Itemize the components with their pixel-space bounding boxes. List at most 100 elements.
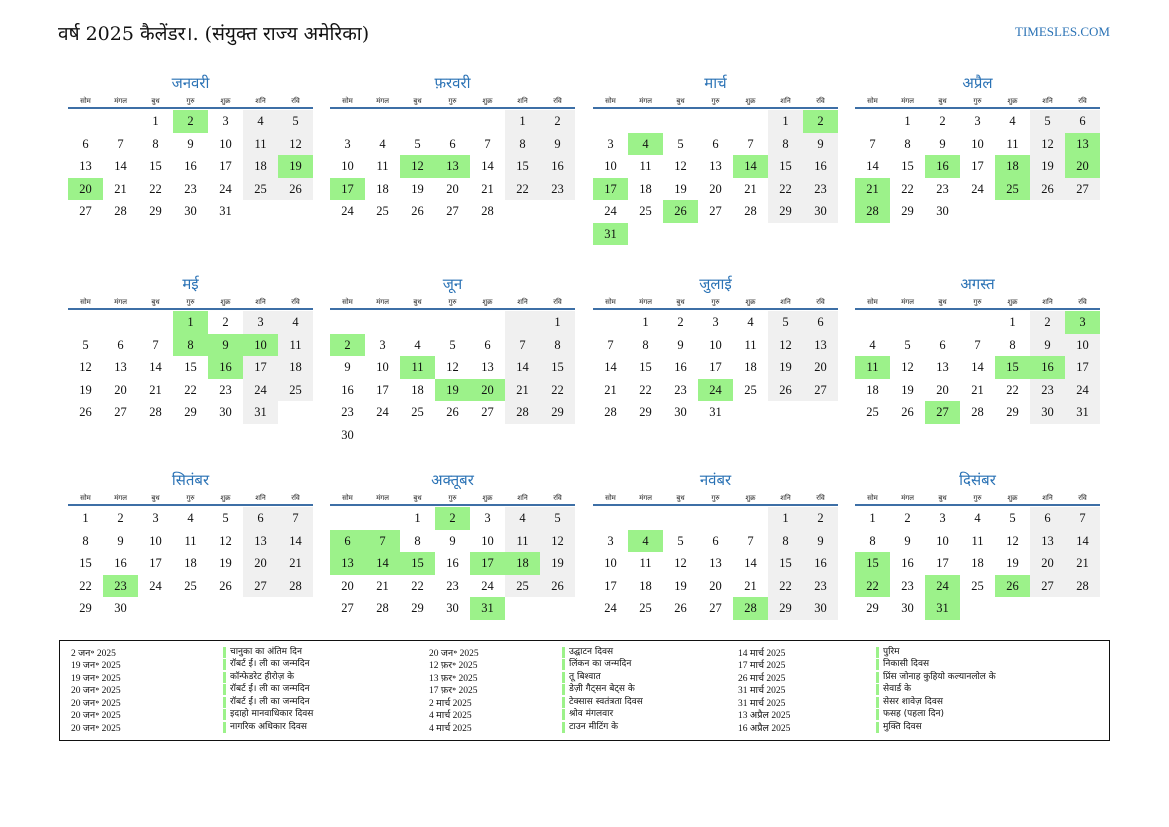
day-cell: 26 bbox=[446, 405, 459, 419]
day-cell: 12 bbox=[901, 360, 914, 374]
month-block: सितंबर सोम मंगल बुध गुरु शुक्र शनि रवि 1 2 3 4 5 6 7 8 9… bbox=[68, 469, 313, 620]
day-cell: 5 bbox=[768, 311, 803, 334]
holiday-name: रॉबर्ट ई। ली का जन्मदिन bbox=[223, 684, 310, 696]
weekday-header: सोम मंगल बुध गुरु शुक्र शनि रवि bbox=[593, 492, 838, 506]
weekday-label: मंगल bbox=[901, 97, 914, 105]
empty-day-cell bbox=[470, 311, 505, 334]
day-cell: 13 bbox=[936, 360, 949, 374]
month-name: जनवरी bbox=[171, 74, 210, 92]
weekday-label: गुरु bbox=[973, 97, 982, 105]
holiday-day-cell: 17 bbox=[330, 177, 365, 200]
holiday-date-column: 14 मार्च 2025 17 मार्च 2025 26 मार्च 2025 3… bbox=[738, 646, 790, 734]
weekday-label: शुक्र bbox=[745, 298, 756, 306]
holiday-name: डेज़ी गैट्सन बेट्स के bbox=[562, 684, 635, 696]
day-cell: 13 bbox=[803, 333, 838, 356]
holiday-list: 2 जन॰ 2025 19 जन॰ 2025 19 जन॰ 2025 20 जन॰ 2… bbox=[59, 640, 1110, 741]
holiday-date: 31 मार्च 2025 bbox=[738, 698, 786, 709]
month-block: अगस्त सोम मंगल बुध गुरु शुक्र शनि रवि 1 2 3 4 5 6 7 8 9 1… bbox=[855, 273, 1100, 424]
day-grid: 1 2 3 4 5 6 7 8 9 10 11 12 13 14 15 16 17 18 19 20 21 22 23 24 2… bbox=[855, 110, 1100, 223]
day-cell: 10 bbox=[481, 533, 494, 548]
day-cell: 7 bbox=[747, 533, 754, 548]
weekday-label: सोम bbox=[342, 298, 353, 306]
empty-day-cell bbox=[855, 110, 890, 133]
day-cell: 30 bbox=[341, 427, 354, 442]
day-cell: 4 bbox=[414, 337, 421, 352]
day-cell: 29 bbox=[411, 601, 424, 615]
day-cell: 31 bbox=[219, 204, 232, 218]
holiday-day-cell: 20 bbox=[68, 177, 103, 200]
empty-day-cell bbox=[470, 110, 505, 133]
holiday-day-cell: 20 bbox=[470, 378, 505, 401]
day-cell: 25 bbox=[184, 578, 197, 593]
day-cell: 21 bbox=[1065, 552, 1100, 575]
day-cell: 1 bbox=[414, 511, 421, 525]
day-cell: 25 bbox=[411, 405, 424, 419]
holiday-date: 16 अप्रैल 2025 bbox=[738, 723, 791, 734]
day-cell: 22 bbox=[149, 181, 162, 196]
day-cell: 22 bbox=[1006, 382, 1019, 397]
day-cell: 30 bbox=[901, 601, 914, 615]
day-cell: 4 bbox=[747, 315, 754, 329]
day-cell: 23 bbox=[446, 578, 459, 593]
day-cell: 14 bbox=[278, 529, 313, 552]
day-cell: 17 bbox=[243, 356, 278, 379]
weekday-label: बुध bbox=[151, 494, 160, 502]
day-cell: 22 bbox=[79, 578, 92, 593]
day-cell: 10 bbox=[936, 533, 949, 548]
day-cell: 14 bbox=[1065, 529, 1100, 552]
day-cell: 6 bbox=[449, 136, 456, 151]
empty-day-cell bbox=[435, 311, 470, 334]
day-cell: 15 bbox=[184, 360, 197, 374]
holiday-date-column: 20 जन॰ 2025 12 फ़र॰ 2025 13 फ़र॰ 2025 17 फ़… bbox=[429, 646, 479, 734]
day-cell: 8 bbox=[540, 333, 575, 356]
day-cell: 13 bbox=[1030, 529, 1065, 552]
weekday-label: बुध bbox=[938, 494, 947, 502]
day-cell: 28 bbox=[1065, 574, 1100, 597]
empty-day-cell bbox=[505, 311, 540, 334]
day-cell: 12 bbox=[79, 360, 92, 374]
day-cell: 21 bbox=[971, 382, 984, 397]
day-cell: 4 bbox=[243, 110, 278, 133]
day-grid: 1 2 3 4 5 6 7 8 9 10 11 12 13 14 15 16 17 18 19 20 21 22 23 24 2… bbox=[593, 311, 838, 424]
weekday-header: सोम मंगल बुध गुरु शुक्र शनि रवि bbox=[330, 95, 575, 109]
weekday-label: रवि bbox=[553, 494, 562, 502]
day-cell: 8 bbox=[82, 533, 89, 548]
day-cell: 17 bbox=[376, 382, 389, 397]
holiday-date: 12 फ़र॰ 2025 bbox=[429, 661, 478, 672]
day-cell: 27 bbox=[481, 405, 494, 419]
day-cell: 7 bbox=[278, 507, 313, 530]
day-cell: 3 bbox=[222, 114, 229, 128]
weekday-label: शनि bbox=[255, 97, 266, 105]
day-cell: 15 bbox=[768, 552, 803, 575]
day-grid: 1 2 3 4 5 6 7 8 9 10 11 12 13 14 15 16 17 18 19 20 21 22 23 24 2… bbox=[68, 507, 313, 620]
day-cell: 2 bbox=[939, 114, 946, 128]
holiday-day-cell: 6 bbox=[330, 529, 365, 552]
day-cell: 27 bbox=[446, 204, 459, 218]
holiday-name: रॉबर्ट ई। ली का जन्मदिन bbox=[223, 659, 310, 671]
empty-day-cell bbox=[400, 311, 435, 334]
holiday-day-cell: 2 bbox=[330, 333, 365, 356]
day-cell: 16 bbox=[341, 382, 354, 397]
day-cell: 29 bbox=[768, 597, 803, 620]
day-cell: 30 bbox=[936, 204, 949, 218]
day-cell: 24 bbox=[341, 204, 354, 218]
day-cell: 23 bbox=[540, 177, 575, 200]
empty-day-cell bbox=[68, 110, 103, 133]
holiday-name: सेसर शावेज़ दिवस bbox=[876, 696, 943, 708]
day-cell: 21 bbox=[376, 578, 389, 593]
day-cell: 1 bbox=[642, 315, 649, 329]
day-cell: 19 bbox=[768, 356, 803, 379]
day-cell: 11 bbox=[971, 533, 984, 548]
holiday-day-cell: 15 bbox=[995, 356, 1030, 379]
day-cell: 14 bbox=[971, 360, 984, 374]
day-cell: 23 bbox=[901, 578, 914, 593]
day-cell: 18 bbox=[866, 382, 879, 397]
day-cell: 3 bbox=[379, 337, 386, 352]
site-link[interactable]: TIMESLES.COM bbox=[1015, 24, 1110, 39]
empty-day-cell bbox=[103, 110, 138, 133]
day-cell: 30 bbox=[803, 597, 838, 620]
day-cell: 27 bbox=[1030, 574, 1065, 597]
weekday-label: रवि bbox=[816, 494, 825, 502]
holiday-day-cell: 27 bbox=[925, 401, 960, 424]
month-name: मार्च bbox=[704, 74, 727, 92]
